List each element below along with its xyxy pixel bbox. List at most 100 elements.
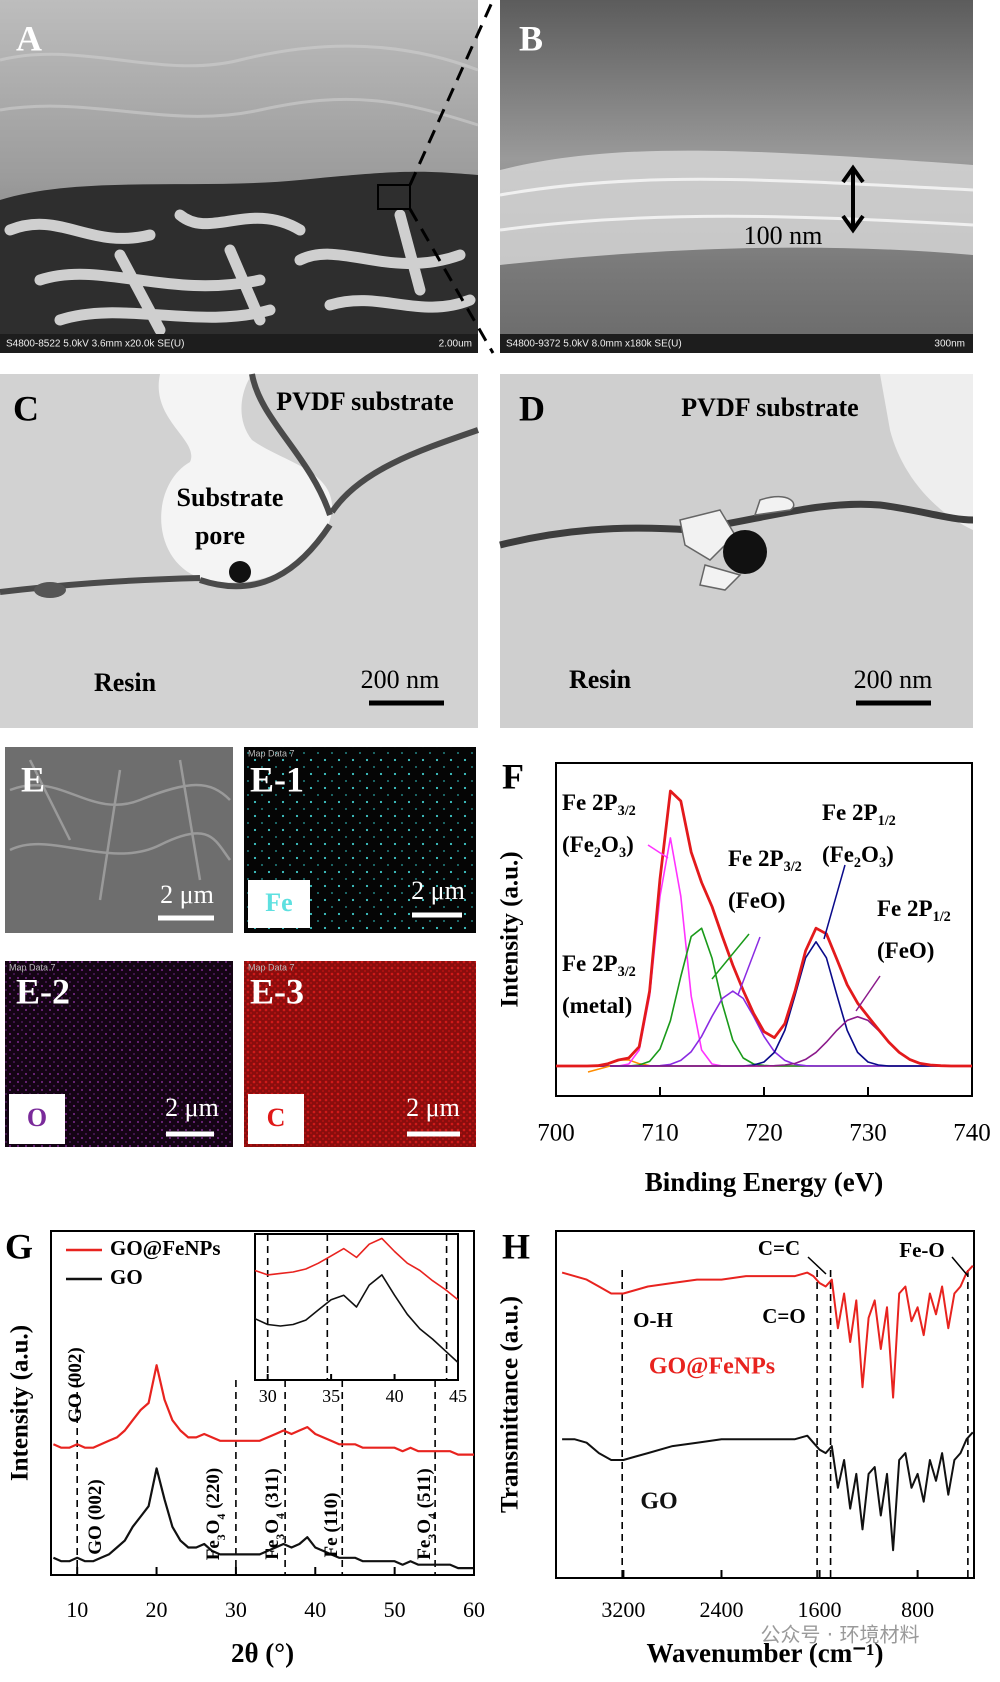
particle xyxy=(229,561,251,583)
annotation-part: ) xyxy=(626,832,634,857)
element-label: O xyxy=(27,1103,47,1132)
pointer xyxy=(737,936,761,996)
pointer xyxy=(951,1256,969,1277)
x-tick-label: 720 xyxy=(745,1120,783,1147)
annotation: GO (002) xyxy=(65,1347,86,1422)
annotation-part: Fe (110) xyxy=(321,1493,342,1558)
x-tick-label: 45 xyxy=(449,1386,467,1406)
legend-label: GO@FeNPs xyxy=(110,1236,221,1260)
particle xyxy=(34,582,66,598)
panel-label: B xyxy=(519,18,543,58)
annotation: (Fe2O3) xyxy=(822,842,894,871)
porous-layer xyxy=(0,171,478,335)
plot-frame xyxy=(555,762,973,1097)
x-tick-label: 700 xyxy=(537,1120,575,1147)
annotation: Fe 2P3/2 xyxy=(562,951,636,980)
y-axis-label: Transmittance (a.u.) xyxy=(497,1296,524,1513)
map-title: Map Data 7 xyxy=(248,962,295,972)
membrane-line xyxy=(499,500,974,549)
panel-label: H xyxy=(502,1226,530,1266)
annotation-part: 3 xyxy=(274,1534,287,1540)
annotation-part: 3/2 xyxy=(784,859,802,875)
annotation-part: C=O xyxy=(762,1304,805,1328)
pointer xyxy=(823,864,846,940)
annotation: GO (002) xyxy=(85,1479,106,1554)
x-axis-label: Wavenumber (cm⁻¹) xyxy=(646,1638,883,1668)
element-box xyxy=(248,880,310,928)
map-title: Map Data 7 xyxy=(248,748,295,758)
annotation: Fe3O4 (311) xyxy=(262,1468,286,1559)
annotation-part: Fe xyxy=(203,1540,224,1560)
substrate-pore xyxy=(158,374,333,583)
panel-label: E xyxy=(21,759,45,799)
series-line xyxy=(52,1467,474,1570)
plot-frame xyxy=(555,1230,975,1579)
annotation-part: 4 xyxy=(274,1513,287,1519)
annotation-part: (FeO) xyxy=(728,888,785,913)
x-tick-label: 30 xyxy=(225,1597,247,1622)
annotation-part: 1/2 xyxy=(878,813,896,829)
annotation-part: Fe-O xyxy=(899,1238,944,1262)
panel-label: E-3 xyxy=(250,971,304,1011)
panel-label: C xyxy=(13,388,39,428)
region-label: Substrate xyxy=(177,483,284,512)
annotation-part: (Fe xyxy=(562,832,594,857)
region-label: pore xyxy=(195,521,245,550)
annotation: C=O xyxy=(762,1304,805,1328)
annotation: Fe3O4 (511) xyxy=(414,1468,438,1559)
watermark: 公众号 · 环境材料 xyxy=(760,1623,919,1647)
annotation-part: 4 xyxy=(426,1513,439,1519)
scale-label: 200 nm xyxy=(361,665,440,694)
annotation-part: Fe 2P xyxy=(562,790,618,815)
info-bar xyxy=(500,334,973,353)
panel-c: C PVDF substrate Substrate pore Resin 20… xyxy=(0,373,479,728)
annotation-part: 3 xyxy=(619,845,626,861)
surface-texture xyxy=(0,44,479,127)
panel-label: D xyxy=(519,388,545,428)
annotation: Fe 2P3/2 xyxy=(562,790,636,819)
annotation: Fe-O xyxy=(899,1238,944,1262)
annotation: Fe (110) xyxy=(321,1493,342,1558)
y-axis-label: Intensity (a.u.) xyxy=(7,1325,34,1481)
region-label: PVDF substrate xyxy=(276,387,453,416)
x-tick-label: 2400 xyxy=(699,1597,743,1622)
annotation-part: 3 xyxy=(426,1534,439,1540)
series-line xyxy=(562,1431,974,1552)
annotation: O-H xyxy=(633,1308,673,1332)
x-tick-label: 1600 xyxy=(798,1597,842,1622)
annotation-part: 3 xyxy=(215,1534,228,1540)
panel-label: G xyxy=(5,1226,33,1266)
x-tick-label: 60 xyxy=(463,1597,485,1622)
y-axis-label: Intensity (a.u.) xyxy=(497,851,524,1007)
element-box xyxy=(9,1094,65,1144)
x-tick-label: 3200 xyxy=(601,1597,645,1622)
annotation: C=C xyxy=(758,1236,800,1260)
thickness-arrow xyxy=(841,164,865,234)
scale-label: 2 μm xyxy=(165,1093,219,1122)
zoom-box xyxy=(377,184,411,210)
pore-walls xyxy=(4,209,476,336)
annotation: (FeO) xyxy=(728,888,785,913)
annotation-part: Fe 2P xyxy=(877,896,933,921)
x-axis-label: Binding Energy (eV) xyxy=(645,1167,884,1197)
series-line xyxy=(561,1265,974,1399)
annotation: (metal) xyxy=(562,993,632,1018)
panel-label: E-2 xyxy=(16,971,70,1011)
element-label: Fe xyxy=(265,888,292,917)
membrane-line xyxy=(0,373,479,595)
series-line xyxy=(556,789,972,1068)
membrane-layer xyxy=(500,150,973,265)
panel-label: F xyxy=(502,756,524,796)
annotation-part: (511) xyxy=(414,1468,435,1513)
panel-label: A xyxy=(16,18,42,58)
scale-label: 2 μm xyxy=(406,1093,460,1122)
series-label: GO@FeNPs xyxy=(649,1354,775,1380)
annotation-part: 2 xyxy=(594,845,601,861)
annotation: (Fe2O3) xyxy=(562,832,634,861)
series-line xyxy=(52,1364,474,1456)
x-tick-label: 30 xyxy=(259,1386,277,1406)
annotation-part: Fe 2P xyxy=(562,951,618,976)
panel-d: D PVDF substrate Resin 200 nm xyxy=(499,374,974,728)
scale-label: 2.00um xyxy=(439,339,472,350)
